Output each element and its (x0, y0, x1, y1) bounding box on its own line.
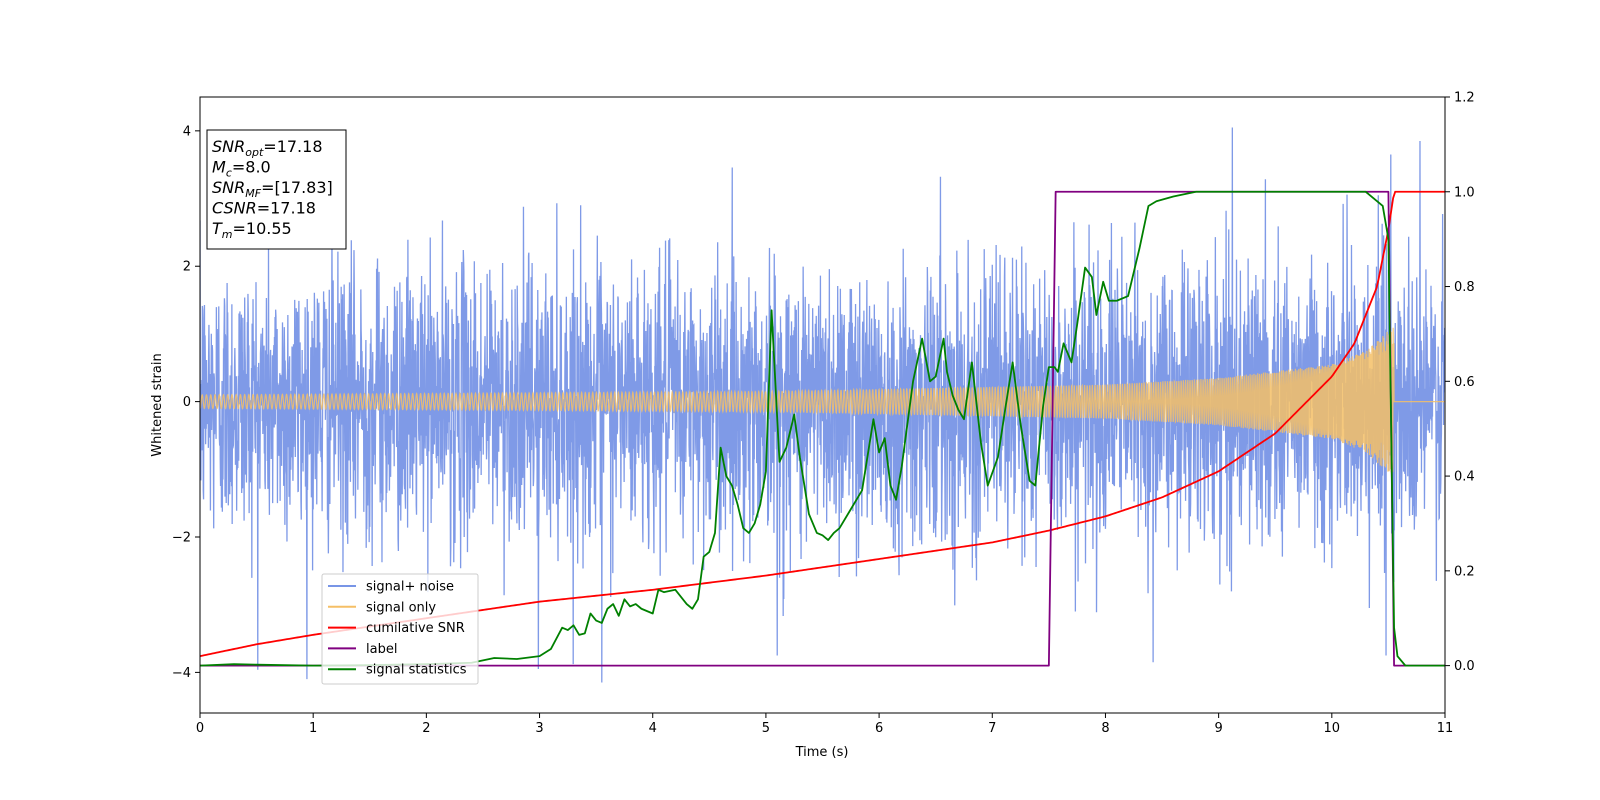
annotation-line: SNRopt=17.18 (212, 137, 323, 159)
legend-frame (321, 573, 479, 685)
y2-tick-label: 0.0 (1454, 659, 1475, 674)
y2-tick-label: 0.6 (1454, 375, 1475, 390)
legend: signal+ noise signal only cumilative SNR la… (321, 573, 479, 685)
y-axis-label: Whitened strain (150, 353, 165, 456)
y-tick-label: 4 (183, 124, 191, 139)
y-tick-label: 0 (183, 395, 191, 410)
y2-tick-label: 0.2 (1454, 564, 1475, 579)
y-axis-left: 4 2 0 −2 −4 (172, 124, 200, 681)
y-axis-right: 1.2 1.0 0.8 0.6 0.4 0.2 0.0 (1445, 91, 1475, 674)
y-tick-label: 2 (183, 260, 191, 275)
x-tick-label: 2 (422, 721, 430, 736)
plot-frame (199, 96, 1446, 714)
y-tick-label: −2 (172, 531, 191, 546)
x-tick-label: 0 (196, 721, 204, 736)
x-tick-label: 5 (762, 721, 770, 736)
annotation-box: SNRopt=17.18Mc=8.0SNRMF=[17.83]CSNR=17.1… (206, 129, 347, 250)
x-tick-label: 6 (875, 721, 883, 736)
y-tick-label: −4 (172, 666, 191, 681)
y2-tick-label: 1.2 (1454, 91, 1475, 106)
x-tick-label: 8 (1101, 721, 1109, 736)
x-axis-label: Time (s) (795, 745, 849, 760)
annotation-line: Tm=10.55 (212, 219, 292, 241)
legend-label: signal+ noise (366, 580, 454, 595)
annotation-frame (206, 129, 347, 250)
y2-tick-label: 0.4 (1454, 470, 1475, 485)
series-signal-noise (200, 127, 1445, 683)
legend-label: signal statistics (366, 663, 467, 678)
annotation-line: Mc=8.0 (212, 158, 271, 180)
legend-label: cumilative SNR (366, 621, 465, 636)
x-tick-label: 10 (1324, 721, 1341, 736)
series-signal-statistics (200, 190, 1445, 667)
legend-label: signal only (366, 600, 436, 615)
x-tick-label: 4 (649, 721, 657, 736)
annotation-line: SNRMF=[17.83] (212, 178, 333, 200)
x-tick-label: 3 (535, 721, 543, 736)
y2-tick-label: 0.8 (1454, 280, 1475, 295)
x-tick-label: 1 (309, 721, 317, 736)
x-axis: 0 1 2 3 4 5 6 7 8 9 10 11 (196, 713, 1453, 736)
y2-tick-label: 1.0 (1454, 185, 1475, 200)
series-signal-only (200, 327, 1445, 473)
x-tick-label: 9 (1214, 721, 1222, 736)
x-tick-label: 7 (988, 721, 996, 736)
legend-label: label (366, 642, 397, 657)
annotation-line: CSNR=17.18 (212, 199, 316, 218)
x-tick-label: 11 (1437, 721, 1454, 736)
